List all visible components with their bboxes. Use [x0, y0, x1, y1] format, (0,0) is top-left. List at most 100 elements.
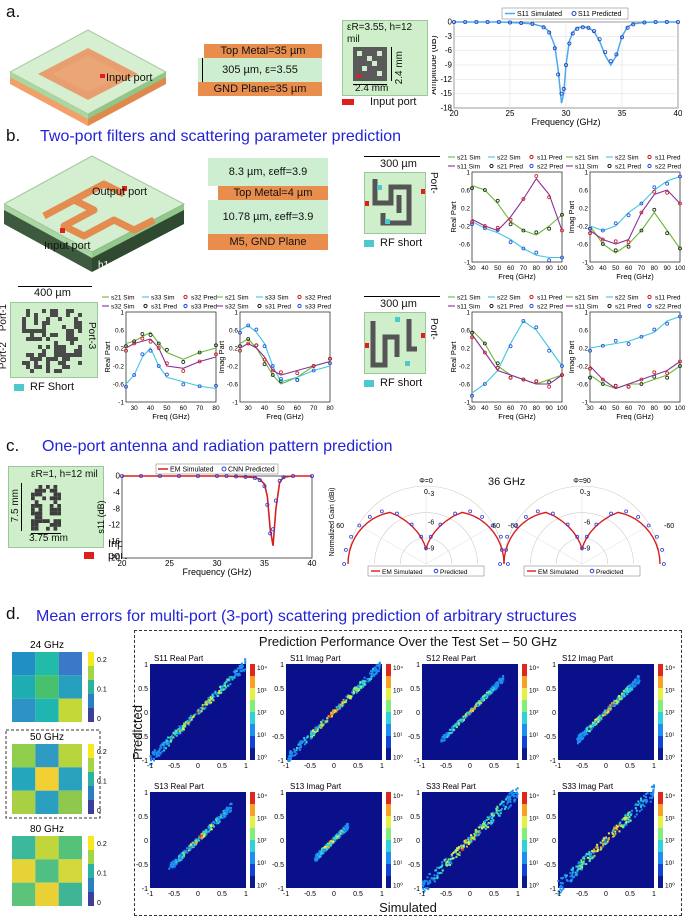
density-bin: [320, 850, 323, 853]
scatter-x-tick: 0: [196, 891, 200, 898]
density-bin: [222, 688, 225, 691]
colorbar-segment: [250, 840, 255, 852]
prediction-point: [197, 359, 202, 364]
series-line: [589, 361, 681, 390]
density-bin: [622, 689, 625, 692]
density-bin: [210, 701, 213, 704]
pixel: [46, 337, 50, 341]
density-bin: [298, 747, 301, 750]
density-bin: [578, 734, 581, 737]
density-bin: [323, 846, 326, 849]
density-bin: [483, 822, 486, 825]
density-bin: [618, 830, 621, 833]
density-bin: [371, 674, 374, 677]
scatter-y-tick: -0.5: [408, 862, 420, 869]
colorbar-tick: 10⁰: [257, 881, 267, 889]
data-point: [268, 531, 273, 536]
density-bin: [467, 838, 470, 841]
density-bin: [361, 679, 364, 682]
data-point: [177, 473, 182, 478]
x-tick-label: 40: [481, 265, 489, 272]
lay2-port2: Port-2: [0, 342, 9, 370]
density-bin: [591, 725, 594, 728]
density-bin: [195, 842, 198, 845]
density-bin: [493, 686, 496, 689]
density-bin: [216, 816, 219, 819]
y-tick-label: 0.6: [115, 328, 124, 335]
density-bin: [483, 694, 486, 697]
density-bin: [643, 794, 646, 797]
density-bin: [340, 829, 343, 832]
density-bin: [226, 678, 229, 681]
density-bin: [581, 731, 584, 734]
density-bin: [318, 850, 321, 853]
panel-a-pixel-pattern: [353, 47, 387, 81]
lay3-port-r: Port-: [428, 318, 439, 340]
density-bin: [314, 731, 317, 734]
pixel: [31, 519, 35, 523]
density-bin: [614, 699, 617, 702]
legend-marker: [589, 568, 595, 574]
density-bin: [581, 857, 584, 860]
density-bin: [375, 669, 378, 672]
density-bin: [312, 729, 315, 732]
density-bin: [591, 850, 594, 853]
density-bin: [328, 840, 331, 843]
density-bin: [170, 739, 173, 742]
prediction-point: [470, 393, 474, 398]
data-point: [591, 29, 596, 34]
heatmap-cell: [58, 790, 82, 814]
heatmap-cell: [35, 859, 59, 883]
colorbar-segment: [658, 700, 663, 712]
x-axis-label: Freq (GHz): [152, 412, 190, 421]
density-bin: [626, 687, 629, 690]
pixel: [30, 353, 34, 357]
legend-entry: s21 Sim: [457, 155, 480, 162]
y-tick-label: -20: [108, 554, 120, 563]
density-bin: [441, 864, 444, 867]
density-bin: [327, 843, 330, 846]
density-bin: [579, 861, 582, 864]
colorbar-segment: [386, 676, 391, 688]
density-bin: [604, 713, 607, 716]
colorbar-tick: 10⁰: [257, 753, 267, 761]
density-bin: [613, 834, 616, 837]
pixel: [54, 333, 58, 337]
y-tick-label: 0.2: [461, 346, 470, 353]
stack-top-metal: Top Metal=35 µm: [204, 44, 322, 58]
density-bin: [304, 743, 307, 746]
density-bin: [197, 709, 200, 712]
density-bin: [436, 871, 439, 874]
density-bin: [225, 810, 228, 813]
prediction-point: [521, 246, 526, 251]
density-bin: [488, 816, 491, 819]
pixel: [50, 313, 54, 317]
scatter-x-tick: -1: [147, 891, 153, 898]
density-bin: [475, 831, 478, 834]
pixel: [22, 321, 26, 325]
density-bin: [452, 857, 455, 860]
density-bin: [191, 846, 194, 849]
density-bin: [208, 700, 211, 703]
density-bin: [497, 682, 500, 685]
density-bin: [586, 733, 589, 736]
data-point: [233, 474, 238, 479]
density-bin: [174, 863, 177, 866]
panel-b-h1: h1=8.3 µm: [98, 260, 146, 271]
density-bin: [173, 860, 176, 863]
density-bin: [450, 731, 453, 734]
density-bin: [217, 694, 220, 697]
legend-entry: s21 Sim: [111, 295, 134, 302]
pixel: [58, 353, 62, 357]
density-bin: [604, 712, 607, 715]
scatter-y-tick: 1: [280, 662, 284, 669]
pixel: [70, 309, 74, 313]
pixel: [22, 329, 26, 333]
pixel: [57, 511, 61, 516]
density-bin: [502, 804, 505, 807]
scatter-y-tick: -1: [278, 886, 284, 893]
y-tick-label: -18: [440, 104, 452, 113]
y-tick-label: 1: [234, 310, 238, 317]
density-bin: [374, 667, 377, 670]
